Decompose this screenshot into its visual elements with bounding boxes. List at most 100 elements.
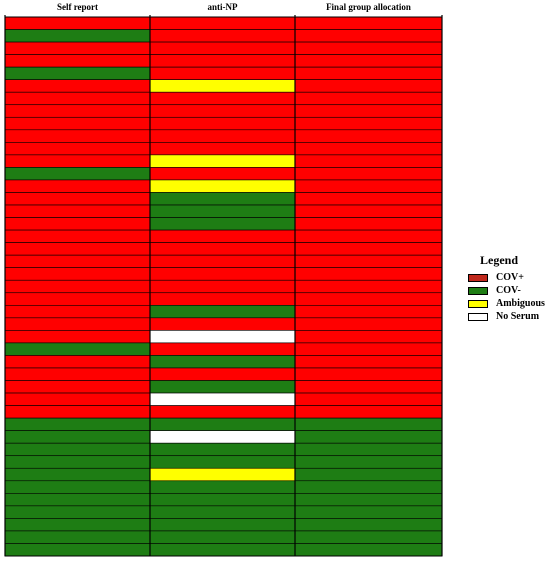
cell-anti-np-row-7 <box>149 91 296 106</box>
cell-self-report-row-32 <box>4 405 151 419</box>
cell-self-report-row-14 <box>4 179 151 193</box>
cell-anti-np-row-36 <box>149 455 296 469</box>
cell-anti-np-row-5 <box>149 66 296 80</box>
legend: Legend COV+ COV- Ambiguous No Serum <box>468 253 548 323</box>
legend-label-ambiguous: Ambiguous <box>496 298 545 309</box>
cell-self-report-row-24 <box>4 304 151 319</box>
cell-anti-np-row-13 <box>149 167 296 181</box>
cell-self-report-row-43 <box>4 543 151 557</box>
cell-self-report-row-37 <box>4 467 151 482</box>
cell-final-group-row-4 <box>294 54 443 68</box>
cell-self-report-row-35 <box>4 442 151 457</box>
cell-anti-np-row-28 <box>149 355 296 369</box>
cell-anti-np-row-39 <box>149 493 296 507</box>
cell-self-report-row-4 <box>4 54 151 68</box>
cell-self-report-row-15 <box>4 192 151 206</box>
cell-anti-np-row-29 <box>149 367 296 381</box>
cell-anti-np-row-20 <box>149 254 296 268</box>
cell-anti-np-row-32 <box>149 405 296 419</box>
cell-final-group-row-12 <box>294 154 443 168</box>
cell-final-group-row-42 <box>294 530 443 544</box>
cell-anti-np-row-21 <box>149 267 296 281</box>
cell-final-group-row-25 <box>294 317 443 331</box>
legend-swatch-no-serum <box>468 312 488 321</box>
cell-self-report-row-42 <box>4 530 151 544</box>
grid-border <box>4 16 443 557</box>
legend-title: Legend <box>479 253 518 267</box>
legend-item-ambiguous: Ambiguous <box>468 297 548 310</box>
cell-self-report-row-3 <box>4 41 151 55</box>
cell-anti-np-row-37 <box>149 467 296 482</box>
cell-self-report-row-33 <box>4 417 151 431</box>
cell-final-group-row-24 <box>294 304 443 319</box>
cell-self-report-row-30 <box>4 380 151 394</box>
cell-final-group-row-39 <box>294 493 443 507</box>
cell-final-group-row-10 <box>294 129 443 143</box>
cell-final-group-row-1 <box>294 16 443 30</box>
cell-final-group-row-6 <box>294 79 443 93</box>
legend-label-cov-pos: COV+ <box>496 272 524 283</box>
cell-anti-np-row-9 <box>149 116 296 131</box>
cell-self-report-row-10 <box>4 129 151 143</box>
legend-swatch-ambiguous <box>468 299 488 308</box>
cell-anti-np-row-3 <box>149 41 296 55</box>
cell-anti-np-row-12 <box>149 154 296 168</box>
cell-anti-np-row-22 <box>149 279 296 294</box>
cell-self-report-row-36 <box>4 455 151 469</box>
cell-anti-np-row-25 <box>149 317 296 331</box>
cell-final-group-row-31 <box>294 392 443 406</box>
cell-self-report-row-23 <box>4 292 151 306</box>
cell-self-report-row-39 <box>4 493 151 507</box>
cell-final-group-row-18 <box>294 229 443 243</box>
cell-final-group-row-23 <box>294 292 443 306</box>
cell-final-group-row-20 <box>294 254 443 268</box>
column-header-self-report: Self report <box>56 2 99 12</box>
cell-anti-np-row-16 <box>149 204 296 218</box>
cell-anti-np-row-6 <box>149 79 296 93</box>
cell-self-report-row-40 <box>4 505 151 519</box>
cell-final-group-row-30 <box>294 380 443 394</box>
cell-anti-np-row-40 <box>149 505 296 519</box>
cell-anti-np-row-41 <box>149 518 296 532</box>
cell-self-report-row-18 <box>4 229 151 243</box>
cell-anti-np-row-11 <box>149 142 296 156</box>
cell-anti-np-row-2 <box>149 29 296 43</box>
cell-anti-np-row-19 <box>149 242 296 256</box>
cell-anti-np-row-42 <box>149 530 296 544</box>
cell-final-group-row-33 <box>294 417 443 431</box>
cell-anti-np-row-38 <box>149 480 296 494</box>
cell-self-report-row-26 <box>4 330 151 344</box>
cell-anti-np-row-1 <box>149 16 296 30</box>
cell-anti-np-row-30 <box>149 380 296 394</box>
cell-final-group-row-7 <box>294 91 443 106</box>
cell-anti-np-row-4 <box>149 54 296 68</box>
cell-anti-np-row-43 <box>149 543 296 557</box>
cell-final-group-row-8 <box>294 104 443 118</box>
cell-final-group-row-35 <box>294 442 443 457</box>
cell-final-group-row-16 <box>294 204 443 218</box>
cell-anti-np-row-24 <box>149 304 296 319</box>
cell-final-group-row-19 <box>294 242 443 256</box>
cell-anti-np-row-8 <box>149 104 296 118</box>
cell-self-report-row-2 <box>4 29 151 43</box>
legend-label-no-serum: No Serum <box>496 311 540 322</box>
cell-anti-np-row-15 <box>149 192 296 206</box>
cell-final-group-row-26 <box>294 330 443 344</box>
cell-final-group-row-38 <box>294 480 443 494</box>
cell-final-group-row-9 <box>294 116 443 131</box>
cell-self-report-row-17 <box>4 217 151 231</box>
cell-self-report-row-21 <box>4 267 151 281</box>
cell-self-report-row-38 <box>4 480 151 494</box>
cell-self-report-row-12 <box>4 154 151 168</box>
legend-label-cov-neg: COV- <box>496 285 521 296</box>
cell-final-group-row-5 <box>294 66 443 80</box>
cell-self-report-row-29 <box>4 367 151 381</box>
cell-self-report-row-7 <box>4 91 151 106</box>
cell-self-report-row-9 <box>4 116 151 131</box>
cell-final-group-row-21 <box>294 267 443 281</box>
cell-self-report-row-5 <box>4 66 151 80</box>
cell-anti-np-row-34 <box>149 430 296 444</box>
cell-anti-np-row-31 <box>149 392 296 406</box>
cell-final-group-row-37 <box>294 467 443 482</box>
